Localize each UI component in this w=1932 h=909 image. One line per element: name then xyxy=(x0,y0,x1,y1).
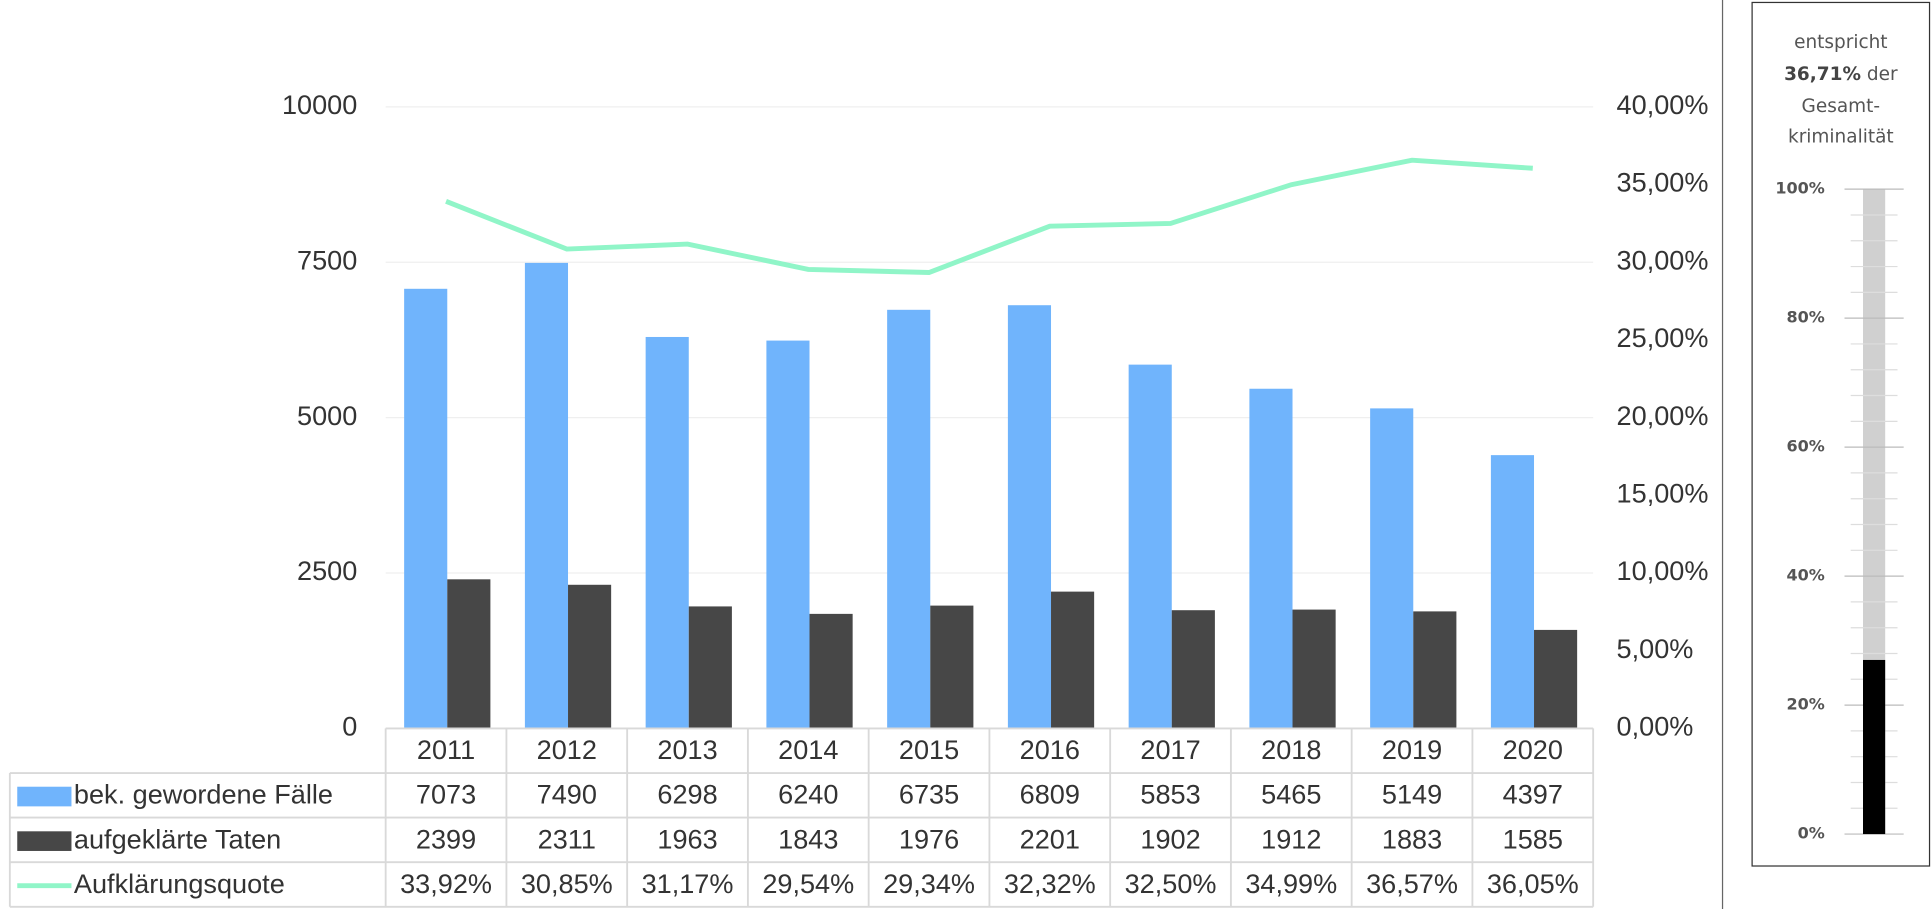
bar xyxy=(930,605,974,729)
table-value: 1963 xyxy=(657,824,717,854)
gauge-text: entspricht xyxy=(1794,32,1887,53)
y2-tick-label: 30,00% xyxy=(1617,245,1709,275)
gauge-frame xyxy=(1751,1,1931,867)
table-value: 5465 xyxy=(1261,780,1321,810)
gauge-highlight: 36,71% xyxy=(1784,64,1861,85)
x-tick-label: 2014 xyxy=(778,735,838,765)
bar xyxy=(688,606,732,729)
table-value: 1912 xyxy=(1261,824,1321,854)
gauge-tick-label: 60% xyxy=(1786,437,1824,456)
table-value: 5149 xyxy=(1382,780,1442,810)
gauge-tick-label: 80% xyxy=(1786,308,1824,327)
table-value: 30,85% xyxy=(521,869,613,899)
legend-label: aufgeklärte Taten xyxy=(74,824,281,854)
bar xyxy=(1007,305,1052,729)
y2-tick-label: 15,00% xyxy=(1617,479,1709,509)
bar xyxy=(1413,611,1457,729)
table-value: 6809 xyxy=(1020,780,1080,810)
table-value: 34,99% xyxy=(1245,869,1337,899)
x-tick-label: 2020 xyxy=(1503,735,1563,765)
bar xyxy=(1534,629,1578,729)
table-value: 36,05% xyxy=(1487,869,1579,899)
bar xyxy=(1249,388,1293,729)
table-value: 1585 xyxy=(1503,824,1563,854)
y2-tick-label: 40,00% xyxy=(1617,90,1709,120)
table-value: 29,54% xyxy=(762,869,854,899)
y-tick-label: 7500 xyxy=(297,245,357,275)
legend-label: Aufklärungsquote xyxy=(74,869,285,899)
x-tick-label: 2015 xyxy=(899,735,959,765)
gauge-tick-label: 0% xyxy=(1798,824,1825,843)
table-value: 1883 xyxy=(1382,824,1442,854)
table-value: 7073 xyxy=(416,780,476,810)
table-value: 6240 xyxy=(778,780,838,810)
gauge-tick-label: 100% xyxy=(1775,179,1824,198)
y2-tick-label: 35,00% xyxy=(1617,168,1709,198)
table-value: 7490 xyxy=(537,780,597,810)
bar xyxy=(1370,408,1414,729)
bar xyxy=(809,613,853,729)
table-value: 1976 xyxy=(899,824,959,854)
y2-tick-label: 5,00% xyxy=(1617,634,1694,664)
bar xyxy=(1128,364,1172,729)
y-tick-label: 0 xyxy=(342,712,357,742)
line xyxy=(445,157,1533,275)
gauge-text: 36,71% der xyxy=(1784,64,1898,85)
table-value: 4397 xyxy=(1503,780,1563,810)
gauge-tick-label: 40% xyxy=(1786,566,1824,585)
x-tick-label: 2018 xyxy=(1261,735,1321,765)
table-value: 31,17% xyxy=(642,869,734,899)
table-value: 2201 xyxy=(1020,824,1080,854)
bar xyxy=(1051,591,1095,729)
y2-tick-label: 25,00% xyxy=(1617,323,1709,353)
legend-swatch xyxy=(17,786,72,807)
legend-label: bek. gewordene Fälle xyxy=(74,780,333,810)
bar xyxy=(568,584,612,729)
bar xyxy=(1292,609,1336,729)
bar xyxy=(645,336,689,729)
bar xyxy=(1490,455,1535,729)
y2-tick-label: 0,00% xyxy=(1617,712,1694,742)
y-tick-label: 2500 xyxy=(297,556,357,586)
table-value: 32,50% xyxy=(1125,869,1217,899)
x-tick-label: 2012 xyxy=(537,735,597,765)
x-tick-label: 2017 xyxy=(1140,735,1200,765)
table-value: 2399 xyxy=(416,824,476,854)
table-value: 2311 xyxy=(538,824,596,854)
gauge-tick-label: 20% xyxy=(1786,695,1824,714)
table-value: 36,57% xyxy=(1366,869,1458,899)
y-tick-label: 10000 xyxy=(282,90,357,120)
bar xyxy=(887,309,931,729)
y2-tick-label: 10,00% xyxy=(1617,556,1709,586)
gauge-text: Gesamt- xyxy=(1802,96,1881,117)
legend-swatch xyxy=(17,831,72,851)
x-tick-label: 2016 xyxy=(1020,735,1080,765)
table-value: 5853 xyxy=(1140,780,1200,810)
x-tick-label: 2011 xyxy=(417,735,475,765)
bar xyxy=(524,262,569,729)
table-value: 32,32% xyxy=(1004,869,1096,899)
x-tick-label: 2013 xyxy=(657,735,717,765)
y2-tick-label: 20,00% xyxy=(1617,401,1709,431)
y-tick-label: 5000 xyxy=(297,401,357,431)
table-value: 6298 xyxy=(657,780,717,810)
table-value: 29,34% xyxy=(883,869,975,899)
bar xyxy=(766,340,810,729)
gauge-text: der xyxy=(1867,64,1898,85)
bar xyxy=(404,288,448,729)
gauge-fill xyxy=(1863,659,1886,835)
table-value: 33,92% xyxy=(400,869,492,899)
gauge-text: kriminalität xyxy=(1788,127,1894,148)
bar xyxy=(1171,610,1215,729)
table-value: 1902 xyxy=(1140,824,1200,854)
x-tick-label: 2019 xyxy=(1382,735,1442,765)
bar xyxy=(447,579,491,729)
table-value: 6735 xyxy=(899,780,959,810)
table-value: 1843 xyxy=(778,824,838,854)
